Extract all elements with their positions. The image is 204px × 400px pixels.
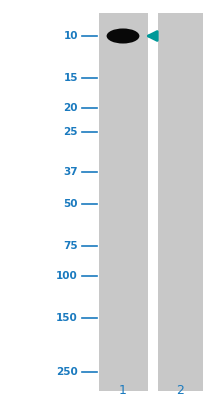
Text: 25: 25 bbox=[63, 126, 78, 136]
Text: 150: 150 bbox=[56, 313, 78, 323]
Text: 75: 75 bbox=[63, 241, 78, 251]
Bar bbox=[99, 13, 147, 390]
Text: 20: 20 bbox=[63, 103, 78, 113]
Text: 15: 15 bbox=[63, 73, 78, 83]
Text: 250: 250 bbox=[56, 366, 78, 376]
Bar bbox=[157, 13, 202, 390]
Ellipse shape bbox=[106, 28, 139, 44]
Text: 37: 37 bbox=[63, 167, 78, 177]
Text: 100: 100 bbox=[56, 271, 78, 281]
Text: 50: 50 bbox=[63, 199, 78, 209]
Text: 10: 10 bbox=[63, 31, 78, 41]
Text: 2: 2 bbox=[176, 384, 183, 396]
Text: 1: 1 bbox=[119, 384, 126, 396]
